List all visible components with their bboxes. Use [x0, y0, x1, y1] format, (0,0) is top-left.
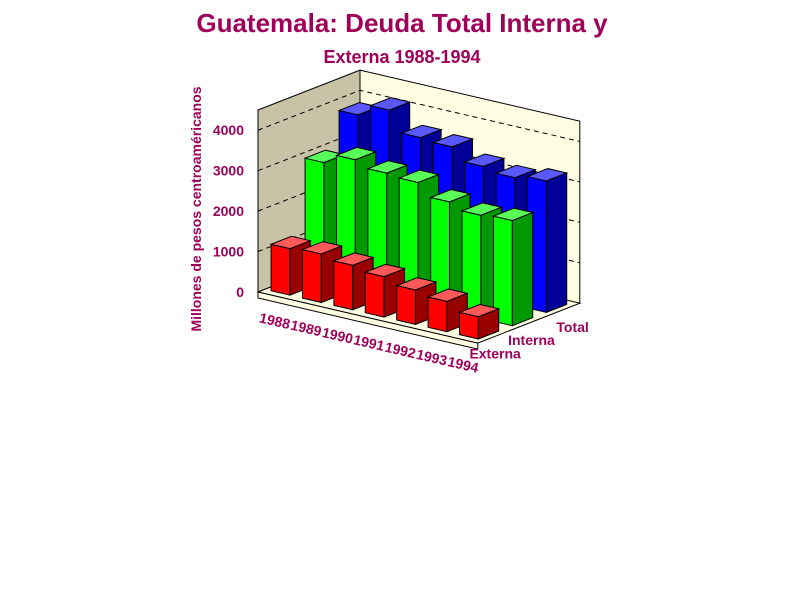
bar: [426, 288, 470, 333]
x-tick-label: 1992: [383, 339, 417, 362]
bar: [457, 303, 501, 340]
bar-top: [363, 263, 407, 278]
floor-edge: [257, 291, 479, 350]
x-tick-label: 1989: [289, 317, 323, 340]
bar-front: [364, 271, 385, 318]
y-tick-label: 3000: [213, 163, 244, 179]
bar-top: [400, 124, 443, 139]
bar-front: [396, 284, 417, 326]
legend-label: Externa: [469, 345, 521, 361]
x-tick-label: 1990: [321, 324, 355, 347]
x-tick-label: 1988: [258, 309, 292, 332]
legend-label: Total: [556, 319, 588, 335]
bar: [394, 277, 438, 326]
bar-top: [431, 134, 475, 148]
bar-front: [301, 248, 322, 304]
chart-title: Guatemala: Deuda Total Interna y: [196, 8, 608, 38]
bar-top: [334, 146, 378, 161]
y-tick-label: 0: [236, 284, 244, 300]
bar-top: [368, 97, 412, 111]
bar-top: [494, 164, 538, 179]
bar-top: [457, 303, 501, 318]
x-tick-label: 1991: [352, 331, 386, 354]
bar-side: [511, 211, 534, 327]
bar-front: [333, 260, 354, 311]
bar: [491, 207, 535, 327]
bar-top: [366, 160, 409, 174]
x-tick-label: 1994: [446, 353, 480, 376]
y-tick-label: 2000: [213, 203, 244, 219]
legend-label: Interna: [508, 332, 555, 348]
bar-front: [427, 296, 448, 333]
bar: [363, 263, 407, 318]
bar-top: [332, 252, 375, 266]
bar-top: [460, 202, 504, 216]
bar-front: [270, 243, 291, 296]
bar-top: [491, 207, 535, 222]
bar-top: [394, 277, 438, 291]
bar-top: [462, 153, 506, 167]
bar-top: [426, 288, 470, 302]
bar: [525, 168, 569, 314]
y-axis-label: Millones de pesos centroaméricanos: [188, 86, 204, 331]
x-tick-label: 1993: [415, 346, 449, 369]
chart-subtitle: Externa 1988-1994: [323, 47, 480, 67]
grid-line: [257, 89, 580, 142]
bar-top: [428, 188, 472, 203]
y-tick-label: 4000: [213, 122, 244, 138]
bar-side: [545, 172, 568, 314]
bar-top: [525, 168, 569, 182]
y-tick-label: 1000: [213, 244, 244, 260]
bar-top: [269, 235, 313, 250]
bar-top: [397, 169, 441, 183]
bar-top: [300, 241, 344, 255]
